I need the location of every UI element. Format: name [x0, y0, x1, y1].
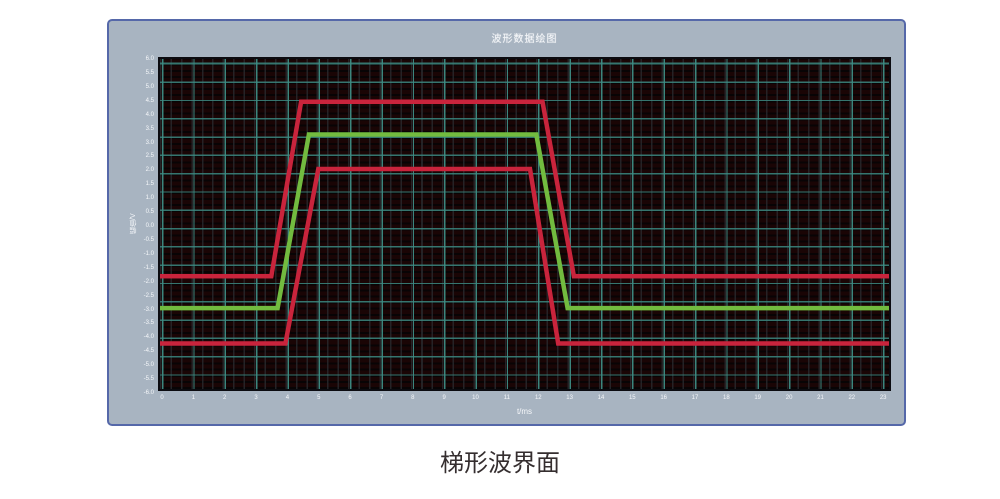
x-tick-label: 4	[285, 395, 290, 401]
y-tick-label: 2.0	[145, 167, 154, 174]
x-tick-label: 1	[191, 395, 196, 401]
x-axis-ticks: 0 1 2 3 4 5 6 7 8 9 10 11 12 13 14 15 16 17 18 19 20 21 22 23	[158, 395, 891, 405]
x-tick-label: 18	[723, 395, 730, 401]
y-tick-label: 4.5	[145, 97, 154, 104]
y-tick-label: 0.5	[145, 209, 154, 216]
x-tick-label: 10	[472, 395, 479, 401]
x-tick-label: 22	[848, 395, 856, 401]
x-tick-label: 5	[317, 395, 321, 401]
y-tick-label: -3.5	[143, 320, 154, 327]
x-tick-label: 12	[534, 395, 542, 401]
y-tick-label: 6.0	[145, 56, 154, 62]
y-tick-label: -5.5	[143, 376, 154, 383]
y-tick-label: 4.0	[145, 111, 154, 118]
y-tick-label: -2.5	[143, 292, 154, 299]
x-tick-label: 21	[817, 395, 824, 401]
y-tick-label: -4.5	[143, 348, 154, 355]
y-tick-label: -4.0	[143, 334, 154, 341]
plot-area	[158, 57, 891, 391]
chart-title: 波形数据绘图	[491, 34, 558, 45]
series-measured-trapezoid	[160, 132, 889, 311]
x-tick-label: 13	[566, 395, 573, 401]
x-axis-label: t/ms	[516, 407, 533, 416]
y-tick-label: 0.0	[145, 223, 154, 229]
x-tick-label: 7	[379, 395, 384, 401]
x-tick-label: 9	[442, 395, 446, 401]
y-tick-label: 1.0	[145, 195, 154, 202]
x-tick-label: 19	[754, 395, 762, 401]
x-tick-label: 23	[879, 395, 887, 401]
x-tick-label: 14	[597, 395, 605, 401]
series-upper-limit-trapezoid	[160, 99, 889, 279]
x-tick-label: 2	[223, 395, 227, 401]
y-tick-label: -0.5	[143, 236, 154, 243]
x-tick-label: 17	[691, 395, 699, 401]
y-tick-label: 5.0	[145, 83, 154, 90]
x-tick-label: 6	[348, 395, 352, 401]
series-lower-limit-trapezoid	[160, 166, 889, 346]
y-tick-label: 2.5	[145, 153, 154, 160]
x-tick-label: 0	[160, 395, 164, 401]
x-tick-label: 11	[503, 395, 510, 401]
x-tick-label: 3	[254, 395, 258, 401]
x-tick-label: 16	[660, 395, 668, 401]
y-tick-label: 1.5	[145, 181, 154, 188]
waveform-canvas	[160, 99, 889, 346]
x-tick-label: 20	[785, 395, 793, 401]
y-tick-label: -1.0	[143, 250, 154, 257]
y-tick-label: -2.0	[143, 278, 154, 285]
x-tick-label: 15	[628, 395, 636, 401]
y-tick-label: 5.5	[145, 69, 154, 76]
waveform-window: 波形数据绘图 幅值/V 6.0 5.5 5.0 4.5 4.0 3.5 3.0 2.5 2.0 1…	[107, 19, 906, 426]
x-tick-label: 8	[411, 395, 415, 401]
y-tick-label: 3.0	[145, 139, 154, 146]
y-tick-label: -5.0	[143, 362, 154, 369]
y-tick-label: -6.0	[143, 390, 154, 396]
y-tick-label: -3.0	[143, 306, 154, 313]
y-tick-label: 3.5	[145, 125, 154, 132]
y-tick-label: -1.5	[143, 264, 154, 271]
figure-caption: 梯形波界面	[440, 449, 560, 477]
y-axis-ticks: 6.0 5.5 5.0 4.5 4.0 3.5 3.0 2.5 2.0 1.5 1.0 0.5 0.0 -…	[126, 56, 154, 396]
